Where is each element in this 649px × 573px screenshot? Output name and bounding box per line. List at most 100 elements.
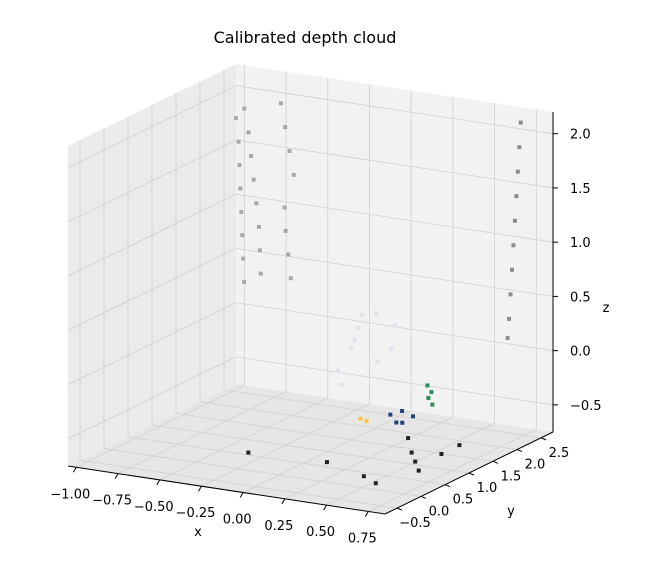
x-tick-label: −0.75 (92, 494, 132, 509)
cloud-point (288, 276, 293, 281)
cloud-point (512, 218, 517, 223)
z-tick-label: 0.0 (570, 345, 591, 360)
cloud-point (457, 443, 462, 448)
y-tick-mark (420, 495, 427, 499)
cloud-point (508, 292, 513, 297)
y-tick-label: 2.0 (525, 458, 546, 473)
y-tick-mark (516, 449, 523, 453)
cloud-point (336, 368, 341, 373)
y-tick-label: 1.0 (477, 481, 498, 496)
cloud-point (237, 163, 242, 168)
x-tick-label: −1.00 (50, 487, 90, 502)
cloud-point (240, 233, 245, 238)
z-gridline-left (67, 356, 237, 440)
cloud-point (349, 345, 354, 350)
y-tick-mark (444, 484, 451, 488)
cloud-point (242, 106, 247, 111)
cloud-point (511, 243, 516, 248)
cloud-point (409, 450, 414, 455)
axes-panes (68, 64, 553, 514)
y-tick-label: −0.5 (399, 516, 431, 531)
cloud-point (411, 414, 416, 419)
cloud-point (425, 383, 430, 388)
x-tick-mark (114, 473, 119, 479)
z-tick-label: 1.5 (570, 182, 591, 197)
z-gridline-back (235, 85, 554, 135)
point-cloud (233, 101, 523, 486)
cloud-point (258, 271, 263, 276)
z-gridline-left (67, 248, 237, 331)
cloud-point (400, 408, 405, 413)
cloud-point (283, 125, 288, 130)
cloud-point (374, 311, 379, 316)
y-gridline-floor (127, 436, 446, 486)
y-gridline-floor (103, 448, 422, 497)
z-gridline-left (67, 302, 237, 386)
x-tick-mark (156, 479, 161, 486)
z-tick-label: 0.5 (570, 290, 591, 305)
cloud-point (416, 468, 421, 473)
cloud-point (282, 205, 287, 210)
cloud-point (287, 148, 292, 153)
x-tick-label: 0.25 (264, 519, 293, 534)
x-tick-mark (281, 498, 286, 505)
y-axis-label: y (507, 504, 515, 519)
cloud-point (249, 154, 254, 159)
z-gridline-back (235, 356, 554, 406)
cloud-point (339, 382, 344, 387)
cloud-point (246, 450, 251, 455)
back-pane (236, 64, 553, 432)
cloud-point (291, 172, 296, 177)
cloud-point (426, 395, 431, 400)
x-tick-label: −0.50 (134, 500, 174, 515)
y-gridline-floor (79, 459, 398, 509)
cloud-point (278, 101, 283, 106)
cloud-point (324, 460, 329, 465)
x-tick-label: 0.75 (348, 531, 377, 546)
cloud-point (388, 412, 393, 417)
x-tick-mark (198, 485, 202, 492)
y-tick-mark (492, 460, 499, 464)
cloud-point (515, 169, 520, 174)
x-tick-mark (364, 511, 369, 517)
z-axis-label: z (603, 301, 610, 316)
cloud-point (518, 120, 523, 125)
chart-title: Calibrated depth cloud (214, 28, 397, 47)
cloud-point (254, 201, 259, 206)
y-tick-label: 0.5 (453, 493, 474, 508)
cloud-point (400, 420, 405, 425)
y-tick-label: 1.5 (501, 469, 522, 484)
x-axis-label: x (194, 525, 202, 540)
cloud-point (429, 390, 434, 395)
cloud-point (509, 267, 514, 272)
y-tick-label: 2.5 (549, 446, 570, 461)
y-tick-label: 0.0 (429, 504, 450, 519)
y-gridline-floor (199, 401, 518, 450)
cloud-point (517, 145, 522, 150)
cloud-point (359, 313, 364, 318)
cloud-point (283, 228, 288, 233)
x-tick-mark (239, 492, 244, 498)
cloud-point (393, 323, 398, 328)
cloud-point (251, 177, 256, 182)
cloud-point (238, 186, 243, 191)
x-tick-label: 0.50 (306, 525, 335, 540)
y-gridline-floor (223, 389, 542, 439)
cloud-point (505, 336, 510, 341)
cloud-point (257, 248, 262, 253)
cloud-point (256, 224, 261, 229)
cloud-point (430, 402, 435, 407)
cloud-point (413, 459, 418, 464)
z-gridline-back (235, 193, 554, 243)
cloud-point (439, 451, 444, 456)
cloud-point (242, 279, 247, 284)
x-axis-line (67, 465, 386, 515)
x-tick-label: 0.00 (223, 513, 252, 528)
cloud-point (361, 474, 366, 479)
cloud-point (233, 116, 238, 121)
z-tick-label: 1.0 (570, 236, 591, 251)
z-gridline-left (67, 193, 237, 277)
cloud-point (507, 316, 512, 321)
y-tick-mark (468, 472, 475, 476)
